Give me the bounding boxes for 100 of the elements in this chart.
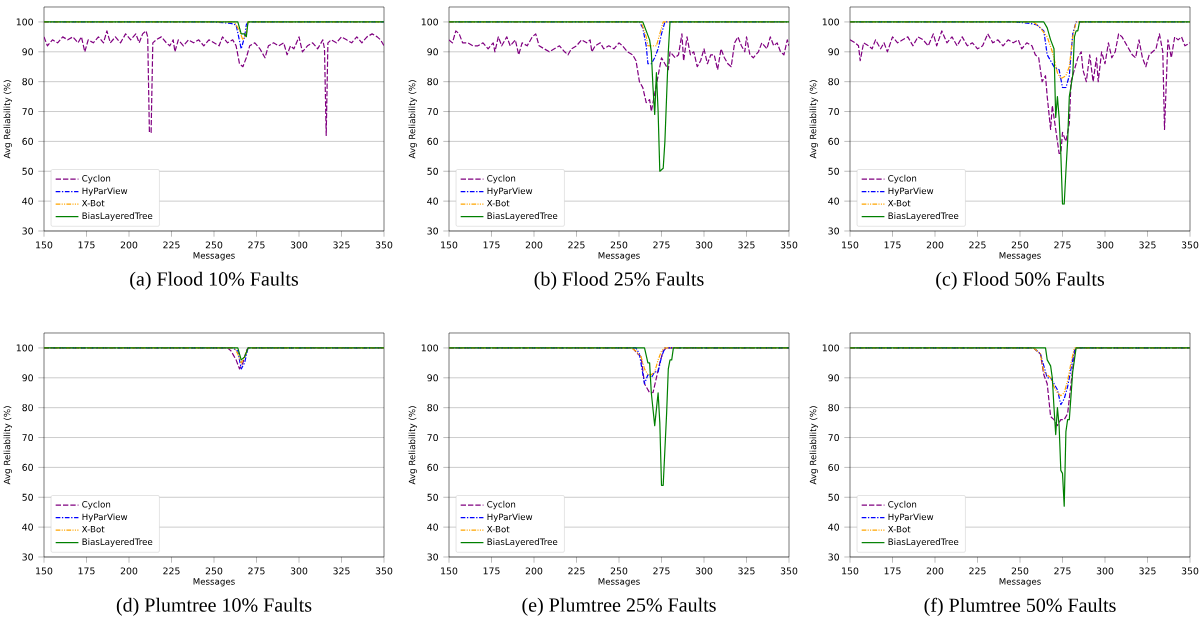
y-tick-label: 70	[427, 434, 438, 442]
x-tick-label: 225	[969, 567, 986, 575]
x-tick-label: 275	[653, 241, 670, 249]
x-tick-label: 250	[610, 241, 628, 249]
legend-label: BiasLayeredTree	[487, 212, 558, 221]
x-tick-label: 250	[1011, 241, 1029, 249]
x-tick-label: 325	[738, 241, 755, 249]
legend-label: X-Bot	[486, 526, 510, 533]
x-axis-title: Messages	[598, 252, 640, 261]
y-tick-label: 100	[822, 18, 839, 26]
x-tick-label: 225	[969, 241, 986, 249]
y-tick-label: 40	[828, 197, 839, 205]
y-tick-label: 80	[427, 78, 438, 86]
legend-label: HyParView	[487, 187, 533, 196]
y-tick-label: 40	[427, 197, 438, 205]
x-tick-label: 250	[205, 241, 223, 249]
y-tick-label: 50	[427, 167, 438, 175]
x-tick-label: 225	[163, 567, 180, 575]
y-axis-title: Avg Reliability (%)	[408, 406, 417, 485]
x-tick-label: 200	[525, 567, 543, 575]
text: (b) Flood 25% Faults	[534, 271, 704, 290]
y-tick-label: 70	[828, 108, 839, 116]
y-tick-label: 40	[427, 523, 438, 531]
legend-label: HyParView	[82, 187, 128, 196]
x-tick-label: 275	[653, 567, 670, 575]
legend-label: HyParView	[82, 513, 128, 522]
y-tick-label: 100	[16, 344, 33, 352]
x-tick-label: 150	[441, 567, 458, 575]
x-tick-label: 350	[1181, 567, 1199, 575]
x-tick-label: 150	[36, 567, 53, 575]
legend-label: Cyclon	[82, 500, 111, 510]
x-tick-label: 300	[1096, 567, 1114, 575]
y-tick-label: 70	[828, 434, 839, 442]
y-tick-label: 70	[22, 434, 33, 442]
y-axis-title: Avg Reliability (%)	[408, 80, 417, 159]
y-tick-label: 50	[427, 493, 438, 501]
x-tick-label: 300	[1096, 241, 1114, 249]
y-tick-label: 60	[828, 137, 839, 145]
y-tick-label: 30	[22, 553, 33, 561]
x-tick-label: 300	[290, 241, 308, 249]
y-tick-label: 40	[22, 523, 33, 531]
y-tick-label: 50	[22, 493, 33, 501]
x-tick-label: 200	[120, 241, 138, 249]
legend-label: Cyclon	[888, 174, 917, 184]
legend-label: X-Bot	[887, 200, 911, 207]
y-tick-label: 80	[828, 78, 839, 86]
y-tick-label: 30	[828, 553, 839, 561]
x-tick-label: 175	[884, 567, 901, 575]
y-tick-label: 90	[22, 374, 33, 382]
y-axis-title: Avg Reliability (%)	[3, 80, 12, 159]
x-tick-label: 200	[926, 567, 944, 575]
x-tick-label: 250	[610, 567, 628, 575]
x-tick-label: 275	[1054, 241, 1071, 249]
x-tick-label: 275	[248, 241, 265, 249]
text: (c) Flood 50% Faults	[936, 271, 1104, 290]
legend-label: BiasLayeredTree	[487, 538, 558, 547]
legend-label: HyParView	[487, 513, 533, 522]
y-tick-label: 60	[828, 463, 839, 471]
y-tick-label: 90	[828, 374, 839, 382]
text: (a) Flood 10% Faults	[130, 271, 298, 290]
x-tick-label: 275	[1054, 567, 1071, 575]
y-tick-label: 80	[22, 404, 33, 412]
legend-label: X-Bot	[81, 200, 105, 207]
x-tick-label: 175	[884, 241, 901, 249]
y-tick-label: 80	[427, 404, 438, 412]
x-tick-label: 200	[525, 241, 543, 249]
y-tick-label: 100	[421, 18, 438, 26]
x-tick-label: 350	[1181, 241, 1199, 249]
x-axis-title: Messages	[598, 578, 640, 587]
legend-label: BiasLayeredTree	[888, 212, 959, 221]
y-tick-label: 100	[822, 344, 839, 352]
y-tick-label: 30	[22, 227, 33, 235]
legend-label: Cyclon	[487, 174, 516, 184]
legend-label: X-Bot	[486, 200, 510, 207]
legend-label: Cyclon	[487, 500, 516, 510]
x-tick-label: 325	[1139, 241, 1156, 249]
y-tick-label: 90	[427, 374, 438, 382]
text: (e) Plumtree 25% Faults	[522, 597, 716, 616]
y-tick-label: 60	[427, 137, 438, 145]
legend-label: Cyclon	[888, 500, 917, 510]
x-tick-label: 175	[78, 567, 95, 575]
legend-label: BiasLayeredTree	[82, 538, 153, 547]
y-tick-label: 90	[22, 48, 33, 56]
x-tick-label: 150	[36, 241, 53, 249]
x-tick-label: 325	[333, 567, 350, 575]
x-tick-label: 175	[483, 241, 500, 249]
x-axis-title: Messages	[999, 252, 1041, 261]
y-tick-label: 70	[427, 108, 438, 116]
y-tick-label: 40	[828, 523, 839, 531]
x-tick-label: 200	[926, 241, 944, 249]
y-tick-label: 90	[828, 48, 839, 56]
x-tick-label: 250	[1011, 567, 1029, 575]
x-tick-label: 350	[375, 241, 393, 249]
y-axis-title: Avg Reliability (%)	[809, 406, 818, 485]
x-tick-label: 225	[568, 567, 585, 575]
x-tick-label: 225	[163, 241, 180, 249]
x-tick-label: 325	[738, 567, 755, 575]
text: (d) Plumtree 10% Faults	[116, 597, 312, 616]
legend-label: X-Bot	[81, 526, 105, 533]
x-tick-label: 325	[1139, 567, 1156, 575]
